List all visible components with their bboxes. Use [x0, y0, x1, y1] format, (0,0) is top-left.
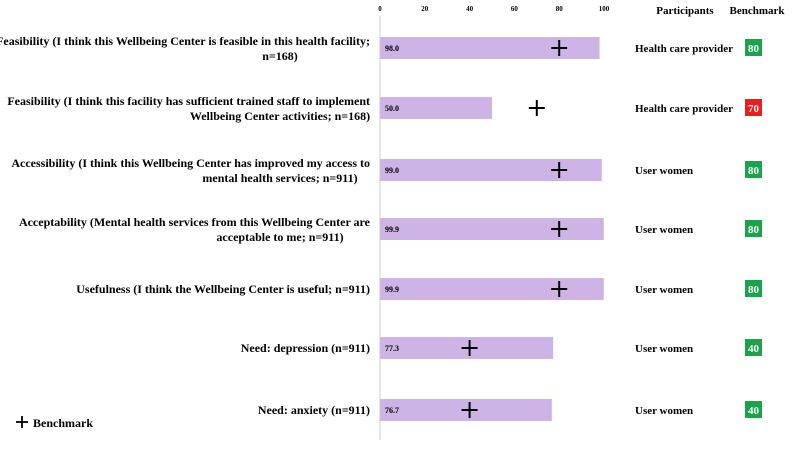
- benchmark-plus-icon: [551, 40, 568, 56]
- benchmark-value: 80: [748, 43, 760, 55]
- bar-value-label: 98.0: [385, 44, 399, 53]
- category-label: Usefulness (I think the Wellbeing Center…: [76, 282, 370, 296]
- bar: [380, 37, 600, 59]
- bar: [380, 97, 492, 119]
- bar-value-label: 50.0: [385, 104, 399, 113]
- x-tick-label: 60: [511, 5, 519, 13]
- participants-label: User women: [635, 343, 693, 355]
- participants-label: User women: [635, 284, 693, 296]
- benchmark-plus-icon: [551, 281, 568, 297]
- category-label: Wellbeing Center activities; n=168): [190, 109, 370, 123]
- benchmark-badge: [745, 401, 762, 418]
- benchmark-plus-icon: [528, 100, 545, 116]
- benchmark-value: 80: [748, 224, 760, 236]
- x-tick-label: 20: [421, 5, 429, 13]
- participants-label: User women: [635, 224, 693, 236]
- benchmark-value: 70: [748, 103, 760, 115]
- benchmark-badge: [745, 220, 762, 237]
- legend: Benchmark: [16, 416, 93, 430]
- participants-label: User women: [635, 405, 693, 417]
- benchmark-badge: [745, 39, 762, 56]
- bar: [380, 218, 604, 240]
- benchmark-plus-icon: [551, 162, 568, 178]
- category-label: mental health services; n=911): [202, 171, 357, 185]
- benchmark-plus-icon: [461, 340, 478, 356]
- bar: [380, 159, 602, 181]
- bar-value-label: 99.9: [385, 225, 399, 234]
- benchmark-value: 80: [748, 284, 760, 296]
- benchmark-plus-icon: [551, 221, 568, 237]
- category-label: Acceptability (Mental health services fr…: [19, 215, 371, 229]
- benchmark-badge: [745, 99, 762, 116]
- category-label: Need: anxiety (n=911): [258, 403, 370, 417]
- bar-value-label: 76.7: [385, 406, 399, 415]
- category-label: acceptable to me; n=911): [216, 230, 343, 244]
- participants-benchmark-columns: Participants Benchmark Health care provi…: [635, 5, 785, 418]
- category-labels: Feasibility (I think this Wellbeing Cent…: [0, 34, 371, 417]
- x-tick-label: 80: [556, 5, 564, 13]
- category-label: n=168): [262, 49, 298, 63]
- participants-header: Participants: [656, 5, 714, 17]
- benchmark-header: Benchmark: [730, 5, 786, 17]
- benchmark-value: 40: [748, 405, 760, 417]
- legend-plus-icon: [16, 416, 28, 428]
- category-label: Accessibility (I think this Wellbeing Ce…: [11, 156, 370, 170]
- participants-label: Health care provider: [635, 43, 733, 55]
- benchmark-value: 40: [748, 343, 760, 355]
- benchmark-value: 80: [748, 165, 760, 177]
- bar-value-label: 77.3: [385, 344, 399, 353]
- category-label: Feasibility (I think this Wellbeing Cent…: [0, 34, 370, 48]
- benchmark-badge: [745, 280, 762, 297]
- category-label: Need: depression (n=911): [241, 341, 370, 355]
- x-tick-label: 40: [466, 5, 474, 13]
- participants-label: Health care provider: [635, 103, 733, 115]
- bar-value-label: 99.0: [385, 166, 399, 175]
- x-tick-label: 100: [599, 5, 610, 13]
- category-label: Feasibility (I think this facility has s…: [7, 94, 370, 108]
- participants-label: User women: [635, 165, 693, 177]
- bars: 98.0 50.0 99.0 99.9 99.9 77.3 76.7: [380, 37, 604, 421]
- benchmark-badge: [745, 339, 762, 356]
- benchmark-badge: [745, 161, 762, 178]
- benchmark-plus-icon: [461, 402, 478, 418]
- bar-value-label: 99.9: [385, 285, 399, 294]
- bar: [380, 278, 604, 300]
- x-tick-label: 0: [378, 5, 382, 13]
- legend-label: Benchmark: [33, 416, 93, 430]
